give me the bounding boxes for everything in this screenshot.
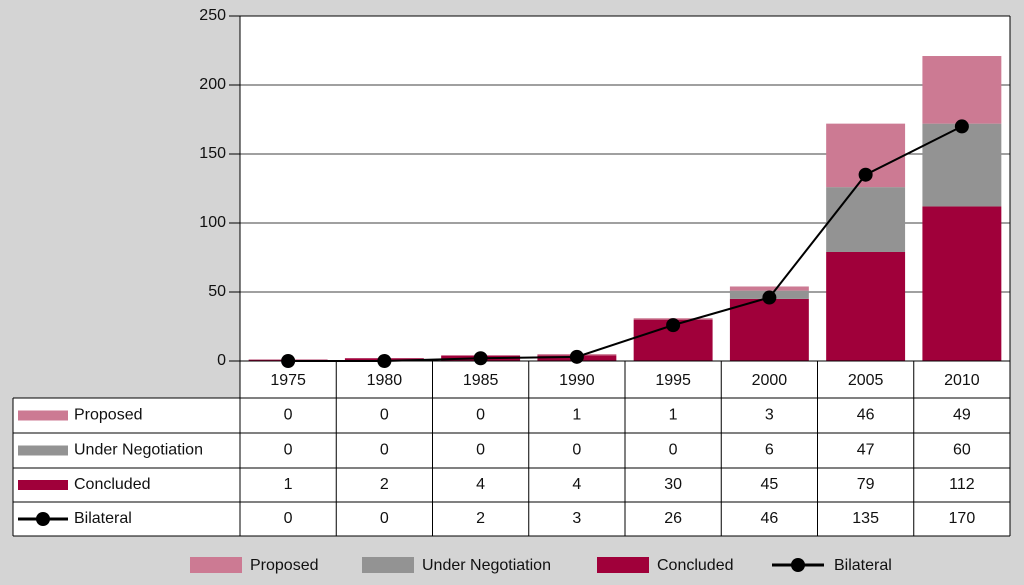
table-row-label: Under Negotiation — [74, 442, 203, 459]
legend-label: Bilateral — [834, 557, 892, 574]
bar — [922, 206, 1002, 361]
table-cell: 79 — [857, 476, 875, 493]
table-cell: 3 — [765, 407, 774, 424]
x-tick-label: 1995 — [655, 372, 691, 389]
legend-swatch — [18, 445, 68, 456]
table-cell: 6 — [765, 442, 774, 459]
table-row-label: Concluded — [74, 476, 151, 493]
legend-label: Proposed — [250, 557, 319, 574]
table-cell: 0 — [476, 407, 485, 424]
bar — [826, 251, 906, 361]
table-cell: 0 — [380, 510, 389, 527]
legend-swatch — [597, 557, 649, 573]
bar — [922, 56, 1002, 124]
table-cell: 60 — [953, 442, 971, 459]
x-tick-label: 2010 — [944, 372, 980, 389]
table-cell: 1 — [284, 476, 293, 493]
table-cell: 45 — [760, 476, 778, 493]
bar — [826, 187, 906, 252]
bar — [729, 286, 809, 291]
table-cell: 47 — [857, 442, 875, 459]
table-cell: 0 — [669, 442, 678, 459]
legend-marker — [36, 512, 50, 526]
table-cell: 4 — [572, 476, 581, 493]
y-tick-label: 0 — [217, 352, 226, 369]
table-cell: 30 — [664, 476, 682, 493]
x-tick-label: 1980 — [367, 372, 403, 389]
line-marker — [858, 167, 873, 182]
x-tick-label: 1985 — [463, 372, 499, 389]
table-cell: 0 — [284, 407, 293, 424]
table-cell: 3 — [572, 510, 581, 527]
x-tick-label: 1975 — [270, 372, 306, 389]
table-cell: 0 — [284, 442, 293, 459]
table-cell: 0 — [572, 442, 581, 459]
table-cell: 4 — [476, 476, 485, 493]
legend-marker — [791, 558, 805, 572]
bar — [922, 123, 1002, 207]
legend-swatch — [190, 557, 242, 573]
table-cell: 0 — [476, 442, 485, 459]
table-cell: 1 — [572, 407, 581, 424]
table-corner — [13, 361, 240, 398]
line-marker — [666, 318, 681, 333]
line-marker — [473, 351, 488, 366]
table-cell: 0 — [380, 407, 389, 424]
table-cell: 46 — [857, 407, 875, 424]
x-tick-label: 2005 — [848, 372, 884, 389]
line-marker — [954, 119, 969, 134]
y-tick-label: 50 — [208, 283, 226, 300]
table-cell: 46 — [760, 510, 778, 527]
table-cell: 1 — [669, 407, 678, 424]
legend-label: Concluded — [657, 557, 734, 574]
legend-swatch — [18, 480, 68, 490]
line-marker — [762, 290, 777, 305]
x-tick-label: 2000 — [752, 372, 788, 389]
table-cell: 170 — [949, 510, 976, 527]
table-row-label: Bilateral — [74, 510, 132, 527]
table-cell: 49 — [953, 407, 971, 424]
legend-swatch — [18, 410, 68, 421]
table-cell: 2 — [380, 476, 389, 493]
legend-swatch — [362, 557, 414, 573]
table-cell: 0 — [380, 442, 389, 459]
table-cell: 135 — [852, 510, 879, 527]
table-cell: 2 — [476, 510, 485, 527]
table-row-label: Proposed — [74, 407, 143, 424]
x-tick-label: 1990 — [559, 372, 595, 389]
table-cell: 26 — [664, 510, 682, 527]
y-tick-label: 150 — [199, 145, 226, 162]
y-tick-label: 250 — [199, 7, 226, 24]
y-tick-label: 200 — [199, 76, 226, 93]
y-tick-label: 100 — [199, 214, 226, 231]
legend-label: Under Negotiation — [422, 557, 551, 574]
table-cell: 112 — [949, 476, 975, 493]
table-cell: 0 — [284, 510, 293, 527]
line-marker — [569, 349, 584, 364]
bar — [729, 298, 809, 361]
